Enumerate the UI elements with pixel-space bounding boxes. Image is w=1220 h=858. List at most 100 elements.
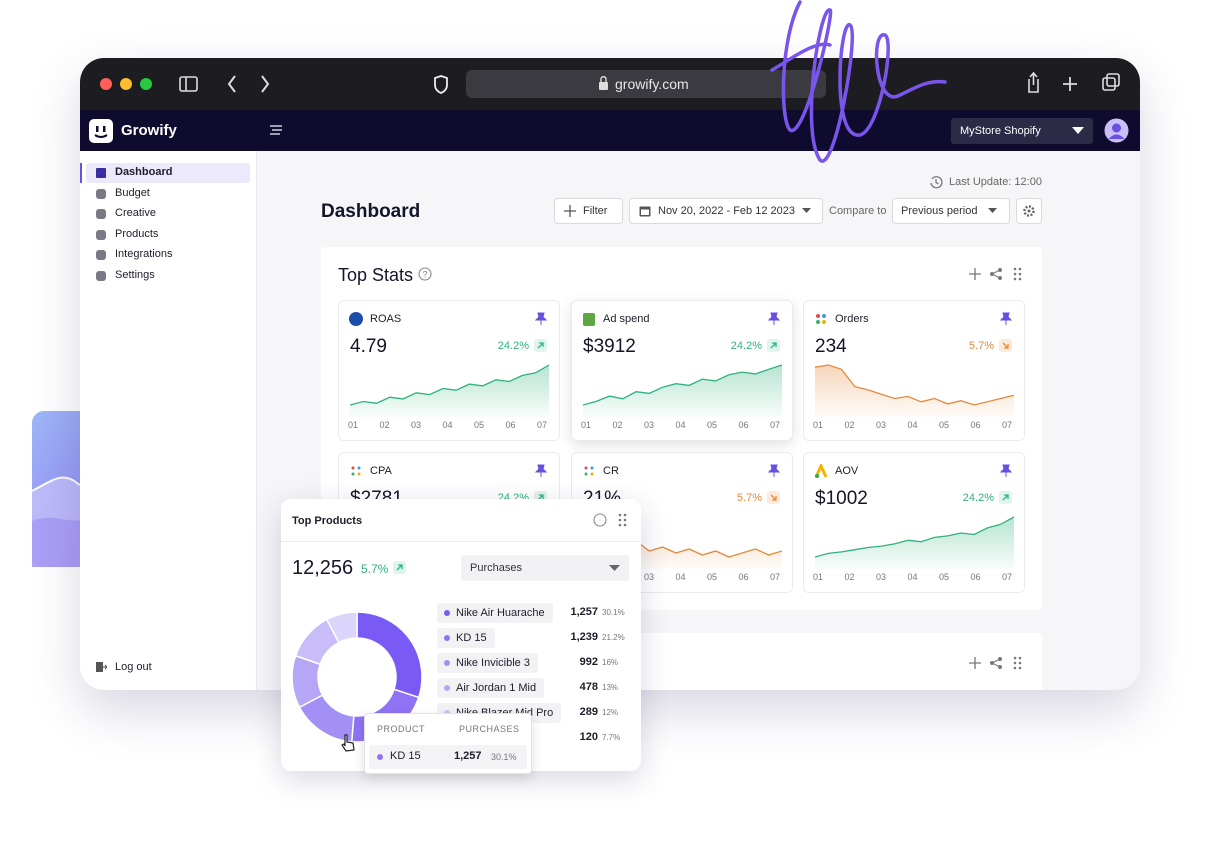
x-tick-label: 02: [379, 420, 390, 430]
drag-dot: [618, 513, 622, 517]
stat-name: Ad spend: [603, 313, 650, 325]
product-dot: [444, 635, 450, 641]
url-bar[interactable]: [466, 70, 826, 98]
product-purchases: 478: [579, 681, 598, 693]
calendar-icon: [639, 206, 651, 217]
tooltip-header: PRODUCT: [377, 724, 425, 734]
drag-dot: [623, 518, 627, 522]
stat-value: 234: [815, 336, 847, 357]
nav-icon: [96, 168, 106, 178]
x-tick-label: 03: [876, 572, 887, 582]
x-tick-label: 07: [770, 420, 781, 430]
stat-card: AOV $1002 24.2% 01 02 03 04 05 06 07: [803, 452, 1025, 593]
avatar[interactable]: [1104, 118, 1129, 143]
x-tick-label: 04: [442, 420, 453, 430]
back-button[interactable]: [227, 75, 236, 93]
menu-button[interactable]: [269, 124, 283, 136]
tabs-button[interactable]: [1102, 77, 1116, 91]
logout-icon-shape: [96, 662, 103, 672]
stat-name: CR: [603, 465, 619, 477]
product-purchases: 992: [579, 656, 598, 668]
minimize-dot[interactable]: [120, 78, 132, 90]
compare-select[interactable]: [892, 198, 1010, 224]
sparkline: [815, 364, 1014, 417]
product-share: 13%: [602, 683, 619, 692]
pin-icon[interactable]: [535, 464, 547, 477]
product-name: Air Jordan 1 Mid: [456, 682, 537, 694]
x-tick-label: 06: [738, 420, 749, 430]
date-button[interactable]: [629, 198, 823, 224]
nav-icon-shape: [96, 168, 106, 178]
x-tick-label: 05: [707, 572, 718, 582]
trend-arrow: [767, 339, 780, 352]
stat-change: 5.7%: [968, 340, 994, 352]
page-title: Dashboard: [321, 201, 421, 222]
dots-icon: [816, 320, 820, 324]
lower-panel-actions[interactable]: [968, 656, 1026, 670]
nav-item[interactable]: Settings: [115, 269, 155, 281]
shield-icon[interactable]: [434, 75, 448, 94]
nav-item[interactable]: Products: [115, 228, 159, 240]
help-icon[interactable]: ?: [418, 267, 432, 281]
store-caret: [1072, 127, 1084, 134]
zoom-dot[interactable]: [140, 78, 152, 90]
sidebar-toggle[interactable]: [179, 76, 198, 92]
pin-icon[interactable]: [768, 312, 780, 325]
nav-item[interactable]: Creative: [115, 207, 156, 219]
forward-button[interactable]: [261, 75, 270, 93]
nav-item[interactable]: Dashboard: [115, 166, 173, 178]
drag-dot: [618, 518, 622, 522]
pin-shape: [768, 312, 780, 325]
nav-icon: [96, 230, 106, 240]
dots-icon: [357, 466, 361, 470]
pin-shape: [1000, 312, 1012, 325]
stat-card: Ad spend $3912 24.2% 01 02 03 04 05 06 07: [571, 300, 793, 441]
product-name: Nike Air Huarache: [456, 607, 545, 619]
x-tick-label: 05: [707, 420, 718, 430]
compare-label: Compare to: [829, 205, 887, 217]
product-pill: Nike Invicible 3: [437, 653, 538, 673]
browser-controls: [100, 70, 1120, 98]
pin-icon[interactable]: [1000, 464, 1012, 477]
filter-plus: [564, 205, 576, 217]
pin-icon[interactable]: [768, 464, 780, 477]
donut-segment[interactable]: [325, 611, 358, 644]
stat-card: ROAS 4.79 24.2% 01 02 03 04 05 06 07: [338, 300, 560, 441]
x-tick-label: 06: [970, 572, 981, 582]
donut-segment[interactable]: [356, 611, 423, 699]
x-tick-label: 01: [813, 572, 824, 582]
drag-dot: [623, 513, 627, 517]
pin-icon[interactable]: [1000, 312, 1012, 325]
dots-icon: [584, 472, 588, 476]
sparkline-area: [350, 365, 549, 417]
x-tick-label: 05: [939, 572, 950, 582]
new-tab-button[interactable]: [1063, 77, 1077, 91]
help-icon: [593, 513, 607, 527]
nav-item[interactable]: Budget: [115, 187, 150, 199]
dots-icon: [590, 472, 594, 476]
stat-change: 24.2%: [497, 340, 529, 352]
stat-value: $3912: [583, 336, 636, 357]
close-dot[interactable]: [100, 78, 112, 90]
products-actions[interactable]: [593, 513, 629, 527]
nav-item[interactable]: Integrations: [115, 248, 173, 260]
metric-select[interactable]: [461, 555, 629, 581]
x-tick-label: 07: [770, 572, 781, 582]
last-update: Last Update: 12:00: [949, 176, 1042, 188]
trend-arrow-shape: [1002, 342, 1009, 349]
stat-name: Orders: [835, 313, 869, 325]
pin-icon[interactable]: [535, 312, 547, 325]
logout[interactable]: Log out: [115, 661, 152, 673]
product-share: 16%: [602, 658, 619, 667]
trend-arrow-shape: [537, 342, 544, 349]
product-name: KD 15: [456, 632, 487, 644]
logout-icon-arrow: [102, 664, 107, 670]
share-button[interactable]: [1028, 71, 1039, 93]
x-tick-label: 02: [844, 572, 855, 582]
tabs-button-back: [1106, 73, 1120, 87]
store-select[interactable]: [951, 118, 1093, 144]
trend-arrow: [767, 491, 780, 504]
panel-actions[interactable]: [968, 267, 1026, 281]
sparkline-area: [815, 517, 1014, 569]
trend-arrow-shape: [1002, 494, 1009, 501]
